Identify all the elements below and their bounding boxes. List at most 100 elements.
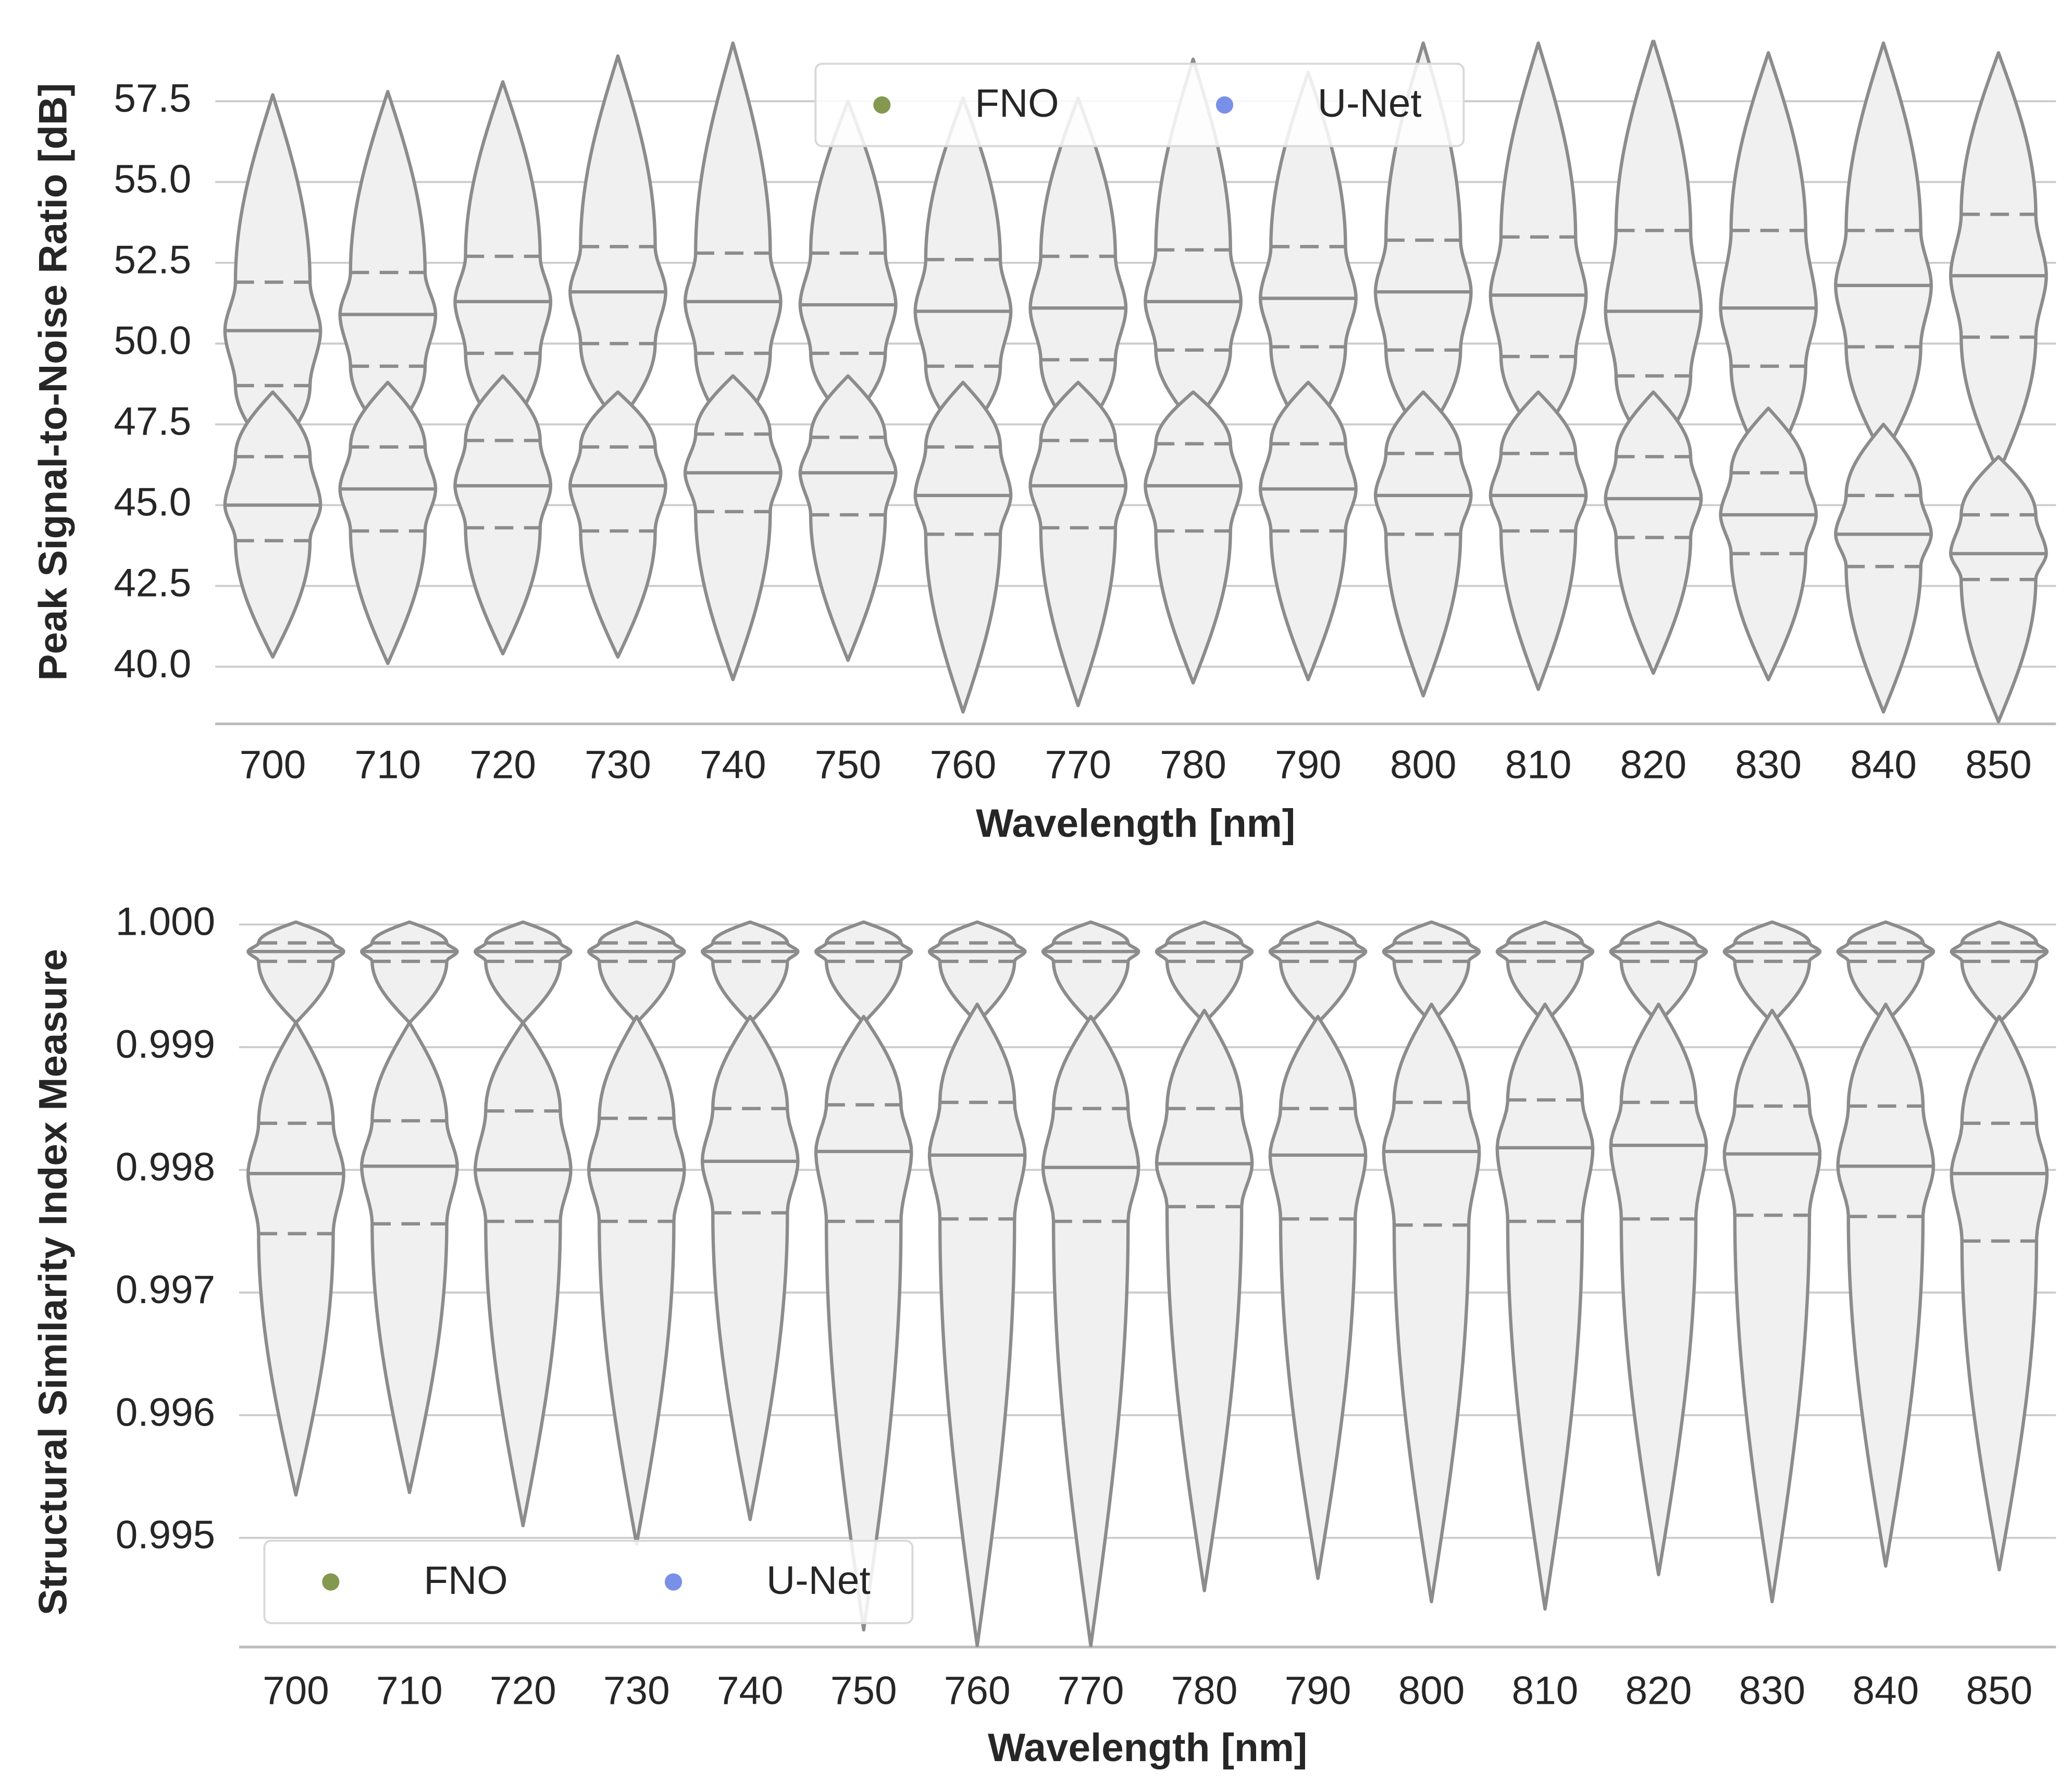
x-tick-label: 710 bbox=[355, 743, 421, 787]
x-tick-label: 810 bbox=[1505, 743, 1572, 787]
legend-label: U-Net bbox=[766, 1558, 871, 1603]
violin bbox=[927, 920, 1027, 1024]
violin bbox=[338, 90, 438, 442]
violin bbox=[1836, 1002, 1935, 1568]
x-tick-label: 820 bbox=[1626, 1668, 1692, 1713]
violin bbox=[814, 920, 913, 1024]
x-tick-label: 850 bbox=[1965, 743, 2032, 787]
legend-marker bbox=[664, 1573, 683, 1591]
legend-marker bbox=[873, 96, 891, 114]
violin bbox=[474, 920, 573, 1024]
x-tick-label: 790 bbox=[1285, 1668, 1351, 1713]
y-tick-label: 0.998 bbox=[116, 1145, 215, 1189]
y-axis-title: Structural Similarity Index Measure bbox=[31, 949, 75, 1615]
violin bbox=[1144, 390, 1243, 685]
y-tick-label: 42.5 bbox=[114, 561, 191, 605]
violin bbox=[1268, 1014, 1368, 1580]
violin bbox=[1949, 455, 2048, 724]
x-tick-label: 780 bbox=[1160, 743, 1226, 787]
y-tick-label: 0.997 bbox=[116, 1268, 215, 1312]
x-tick-label: 760 bbox=[944, 1668, 1011, 1713]
y-tick-label: 50.0 bbox=[114, 319, 191, 363]
legend-box bbox=[263, 1540, 914, 1625]
legend-label: FNO bbox=[424, 1558, 507, 1603]
violin bbox=[246, 1021, 345, 1497]
violin bbox=[1028, 380, 1128, 708]
violin bbox=[338, 380, 438, 665]
x-tick-label: 740 bbox=[700, 743, 766, 787]
x-tick-label: 750 bbox=[830, 1668, 897, 1713]
violin bbox=[1488, 390, 1588, 691]
violin bbox=[683, 41, 783, 442]
legend-marker bbox=[322, 1573, 340, 1591]
violin bbox=[1609, 920, 1708, 1024]
y-tick-label: 0.999 bbox=[116, 1022, 215, 1067]
violin bbox=[1604, 40, 1703, 459]
violin bbox=[453, 80, 553, 442]
x-tick-label: 840 bbox=[1853, 1668, 1919, 1713]
violin bbox=[1488, 41, 1588, 442]
x-tick-label: 750 bbox=[815, 743, 882, 787]
legend-marker bbox=[1215, 96, 1234, 114]
y-tick-label: 52.5 bbox=[114, 238, 191, 282]
x-tick-label: 800 bbox=[1390, 743, 1457, 787]
x-axis-title: Wavelength [nm] bbox=[988, 1726, 1307, 1770]
x-tick-label: 840 bbox=[1850, 743, 1917, 787]
violin bbox=[798, 374, 898, 662]
y-tick-label: 47.5 bbox=[114, 400, 191, 444]
y-tick-label: 0.996 bbox=[116, 1390, 215, 1434]
y-tick-label: 1.000 bbox=[116, 900, 215, 944]
violin bbox=[587, 920, 686, 1024]
y-tick-label: 0.995 bbox=[116, 1513, 215, 1557]
x-tick-label: 850 bbox=[1966, 1668, 2033, 1713]
violin bbox=[246, 920, 345, 1024]
violin bbox=[1382, 920, 1481, 1024]
violin bbox=[587, 1014, 686, 1546]
violin bbox=[1949, 51, 2048, 475]
violin bbox=[700, 1014, 800, 1521]
y-tick-label: 57.5 bbox=[114, 77, 191, 121]
x-tick-label: 700 bbox=[240, 743, 306, 787]
violin bbox=[1155, 1008, 1254, 1592]
violin bbox=[1722, 920, 1822, 1024]
x-tick-label: 770 bbox=[1045, 743, 1111, 787]
y-axis-title: Peak Signal-to-Noise Ratio [dB] bbox=[31, 83, 75, 680]
x-tick-label: 720 bbox=[469, 743, 536, 787]
legend-box bbox=[814, 63, 1465, 147]
violin bbox=[1495, 920, 1595, 1024]
violin bbox=[223, 93, 322, 459]
violin bbox=[1722, 1008, 1822, 1604]
y-tick-label: 55.0 bbox=[114, 157, 191, 202]
violin bbox=[1041, 1014, 1140, 1648]
violin bbox=[927, 1002, 1027, 1648]
violin bbox=[453, 374, 553, 655]
violins bbox=[246, 920, 2049, 1648]
x-tick-label: 810 bbox=[1512, 1668, 1579, 1713]
violin bbox=[1604, 390, 1703, 675]
x-tick-label: 820 bbox=[1620, 743, 1687, 787]
y-tick-label: 40.0 bbox=[114, 642, 191, 686]
x-tick-label: 770 bbox=[1058, 1668, 1124, 1713]
x-tick-label: 760 bbox=[930, 743, 997, 787]
violin bbox=[1373, 390, 1473, 698]
violin bbox=[814, 1014, 913, 1632]
violin bbox=[1495, 1002, 1595, 1611]
violin bbox=[1719, 406, 1818, 682]
x-tick-label: 830 bbox=[1735, 743, 1802, 787]
violin bbox=[360, 920, 459, 1024]
legend-label: U-Net bbox=[1318, 81, 1422, 126]
violin bbox=[360, 1021, 459, 1494]
x-tick-label: 790 bbox=[1275, 743, 1342, 787]
violin bbox=[1041, 920, 1140, 1024]
violin bbox=[683, 374, 783, 682]
x-tick-label: 780 bbox=[1171, 1668, 1238, 1713]
violin bbox=[568, 390, 667, 659]
x-tick-label: 800 bbox=[1398, 1668, 1465, 1713]
x-tick-label: 740 bbox=[717, 1668, 784, 1713]
violin bbox=[1155, 920, 1254, 1024]
violin bbox=[1950, 1014, 2049, 1571]
violin bbox=[1609, 1002, 1708, 1577]
x-tick-label: 730 bbox=[603, 1668, 670, 1713]
